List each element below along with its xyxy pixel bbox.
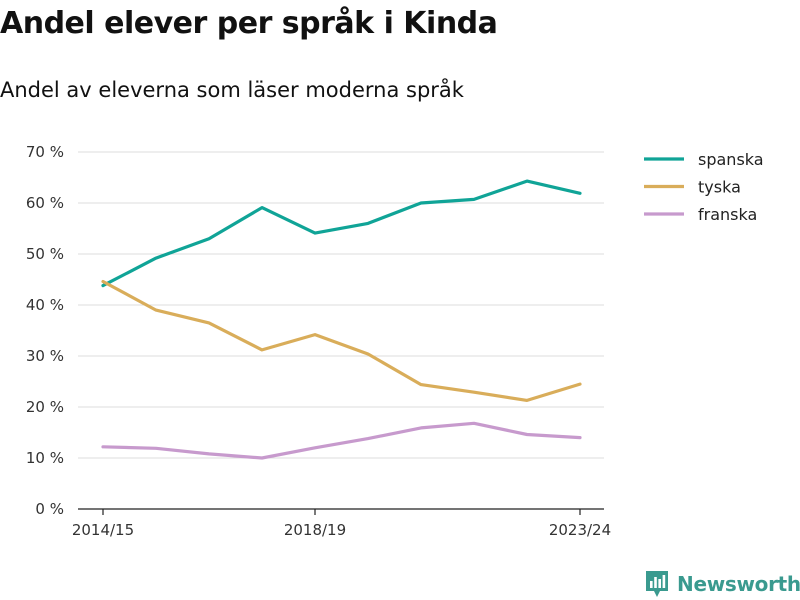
newsworthy-logo: Newsworthy xyxy=(644,568,800,600)
y-tick-label: 10 % xyxy=(26,449,64,467)
x-axis: 2014/15 2018/19 2023/24 xyxy=(72,508,611,539)
y-tick-label: 0 % xyxy=(35,500,64,518)
legend-label-spanska: spanska xyxy=(698,150,764,169)
legend-label-franska: franska xyxy=(698,205,757,224)
y-tick-label: 20 % xyxy=(26,398,64,416)
series-line-tyska xyxy=(101,279,582,402)
series-lines xyxy=(101,179,582,460)
legend: spanska tyska franska xyxy=(644,150,764,224)
chart-title: Andel elever per språk i Kinda xyxy=(0,6,498,41)
x-tick-label: 2014/15 xyxy=(72,521,134,539)
y-axis: 0 % 10 % 20 % 30 % 40 % 50 % 60 % 70 % xyxy=(26,143,64,518)
y-tick-label: 40 % xyxy=(26,296,64,314)
y-tick-label: 30 % xyxy=(26,347,64,365)
brand-name: Newsworthy xyxy=(677,572,800,596)
series-line-franska xyxy=(101,421,582,460)
series-line-spanska xyxy=(101,179,582,288)
x-tick-label: 2023/24 xyxy=(549,521,611,539)
x-tick-label: 2018/19 xyxy=(284,521,346,539)
y-tick-label: 60 % xyxy=(26,194,64,212)
chart-subtitle: Andel av eleverna som läser moderna språ… xyxy=(0,78,464,102)
legend-label-tyska: tyska xyxy=(698,178,741,197)
newsworthy-logo-icon xyxy=(646,571,668,597)
y-tick-label: 70 % xyxy=(26,143,64,161)
grid-lines xyxy=(78,151,604,459)
y-tick-label: 50 % xyxy=(26,245,64,263)
